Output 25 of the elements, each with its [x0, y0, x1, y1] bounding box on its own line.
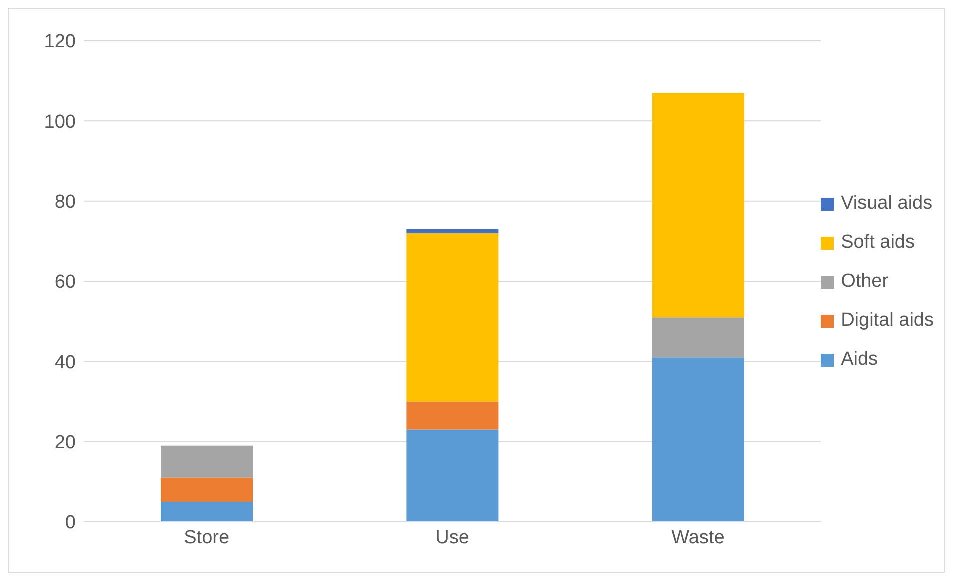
bar — [161, 502, 253, 522]
bar — [161, 478, 253, 502]
bar — [406, 229, 499, 234]
bar — [652, 93, 744, 318]
legend-label: Soft aids — [841, 232, 915, 254]
bar — [652, 318, 744, 358]
bar — [406, 430, 499, 522]
y-tick-label: 60 — [54, 272, 76, 294]
y-tick-label: 20 — [54, 432, 76, 454]
x-tick-label: Use — [436, 527, 470, 548]
legend-label: Visual aids — [841, 193, 933, 215]
y-tick-label: 80 — [54, 192, 76, 214]
x-tick-label: Store — [184, 527, 230, 548]
legend-label: Aids — [841, 349, 878, 371]
bar — [406, 402, 499, 430]
bar — [161, 446, 253, 478]
y-tick-label: 40 — [54, 352, 76, 374]
y-tick-label: 0 — [65, 512, 76, 534]
bar — [406, 233, 499, 402]
x-tick-label: Waste — [672, 527, 725, 548]
y-tick-label: 100 — [44, 112, 76, 133]
bar — [652, 358, 744, 522]
y-tick-label: 120 — [44, 32, 76, 53]
legend-label: Other — [841, 271, 889, 293]
legend-label: Digital aids — [841, 310, 934, 332]
